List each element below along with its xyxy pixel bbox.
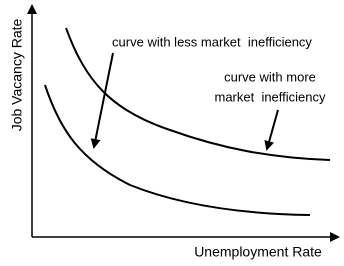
annotation-text: market inefficiency — [214, 89, 326, 104]
annotation-arrow — [264, 109, 279, 151]
y-axis-label: Job Vacancy Rate — [9, 19, 25, 132]
annotation-text: curve with less market inefficiency — [112, 34, 312, 49]
annotation-arrow — [90, 52, 114, 149]
curve-more-inefficiency — [65, 27, 331, 161]
annotation-text: curve with more — [224, 69, 316, 84]
x-axis-label: Unemployment Rate — [194, 244, 322, 260]
curve-less-inefficiency — [44, 84, 311, 216]
